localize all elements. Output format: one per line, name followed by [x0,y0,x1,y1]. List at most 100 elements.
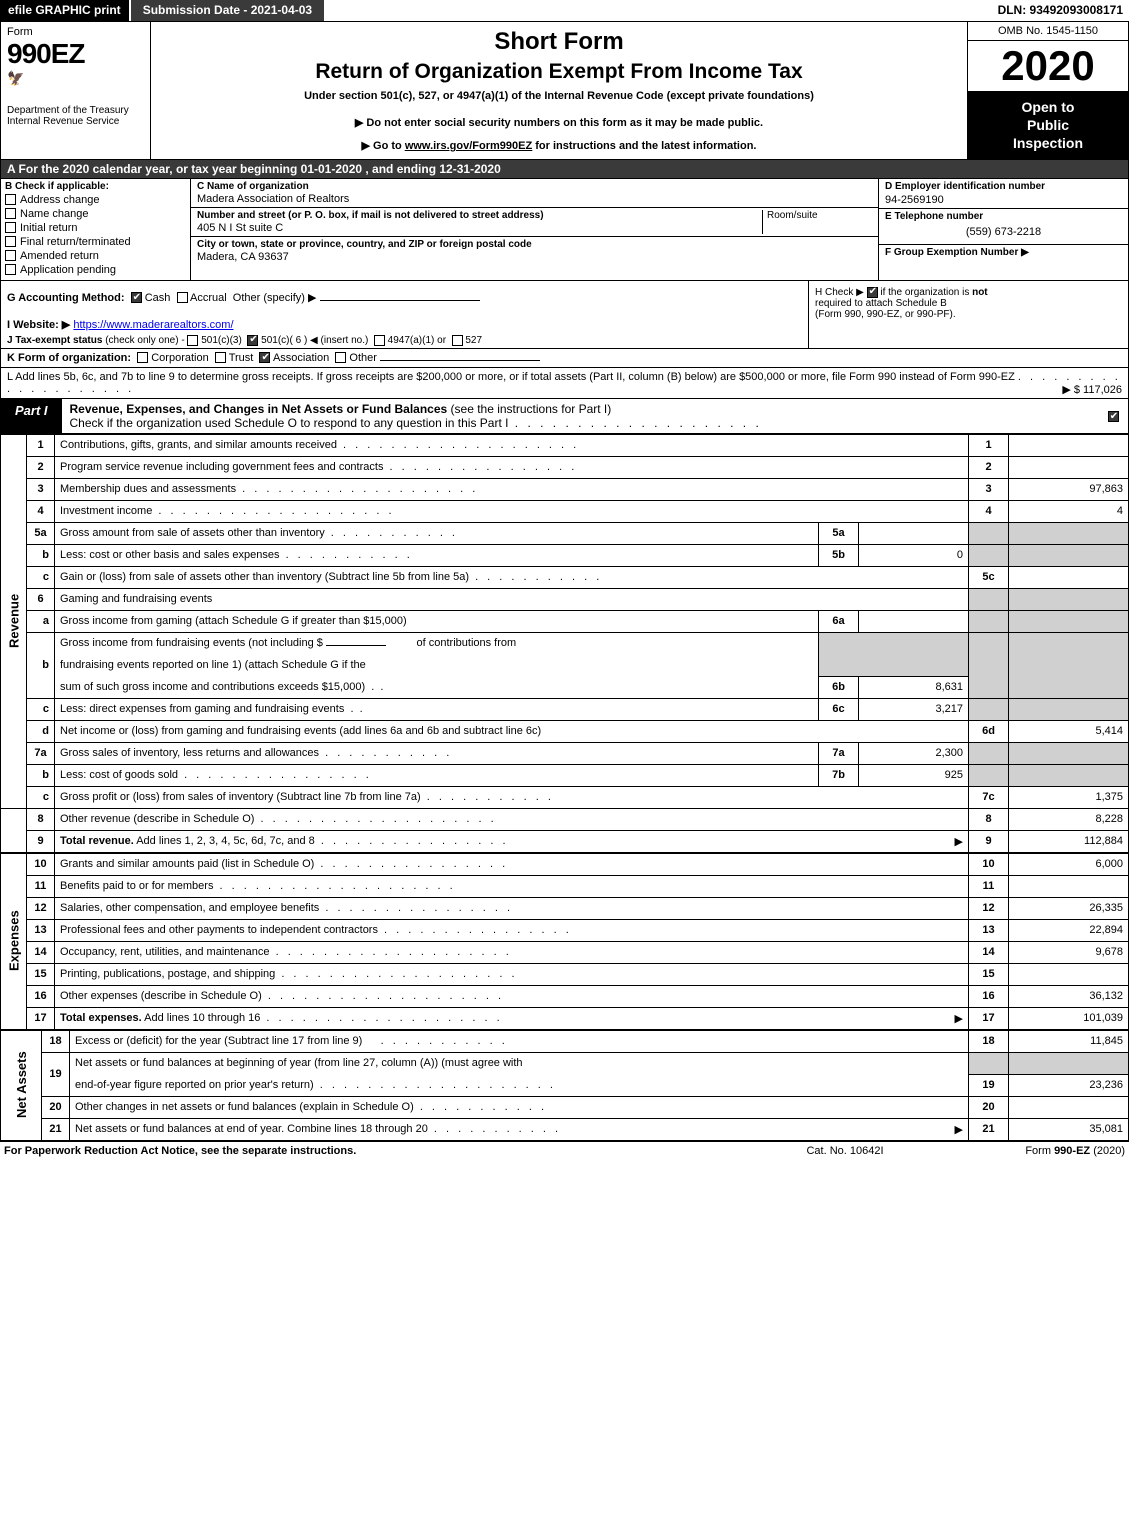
l18-col: 18 [969,1030,1009,1052]
omb-number: OMB No. 1545-1150 [968,22,1128,41]
j-501c: 501(c)( 6 ) ◀ (insert no.) [261,335,368,346]
header-mid: Short Form Return of Organization Exempt… [151,22,968,159]
l14-amt: 9,678 [1009,941,1129,963]
open-public-badge: Open to Public Inspection [968,92,1128,159]
chk-527[interactable] [452,335,463,346]
irs-link[interactable]: www.irs.gov/Form990EZ [405,140,532,152]
l5b-desc: Less: cost or other basis and sales expe… [55,544,819,566]
l7c-col: 7c [969,786,1009,808]
org-name-label: C Name of organization [197,181,872,192]
goto-post: for instructions and the latest informat… [532,140,756,152]
l10-desc: Grants and similar amounts paid (list in… [55,853,969,875]
l6b-amt-shade [1009,632,1129,698]
l6-amt-shade [1009,588,1129,610]
line-11: 11 Benefits paid to or for members 11 [1,875,1129,897]
chk-final-return-label: Final return/terminated [20,236,131,248]
l6b-box: 6b [819,676,859,698]
l6-desc: Gaming and fundraising events [55,588,969,610]
line-10: Expenses 10 Grants and similar amounts p… [1,853,1129,875]
chk-other-org[interactable] [335,352,346,363]
chk-address-change-label: Address change [20,194,100,206]
form-number: 990EZ [7,38,144,70]
boxes-def: D Employer identification number 94-2569… [878,179,1128,280]
l21-amt: 35,081 [1009,1118,1129,1140]
i-label: I Website: ▶ [7,319,70,331]
line-6d: d Net income or (loss) from gaming and f… [1,720,1129,742]
line-18: Net Assets 18 Excess or (deficit) for th… [1,1030,1129,1052]
l6a-boxamt [859,610,969,632]
box-b: B Check if applicable: Address change Na… [1,179,191,280]
line-3: 3 Membership dues and assessments 3 97,8… [1,478,1129,500]
l11-amt [1009,875,1129,897]
ein-value: 94-2569190 [885,192,1122,206]
l13-num: 13 [27,919,55,941]
chk-accrual[interactable] [177,292,188,303]
chk-initial-return[interactable]: Initial return [5,222,186,234]
l11-num: 11 [27,875,55,897]
chk-final-return[interactable]: Final return/terminated [5,236,186,248]
l6d-amt: 5,414 [1009,720,1129,742]
chk-amended-return[interactable]: Amended return [5,250,186,262]
box-c: C Name of organization Madera Associatio… [191,179,878,280]
chk-h[interactable] [867,287,878,298]
efile-print-label[interactable]: efile GRAPHIC print [0,0,129,21]
goto-pre: ▶ Go to [362,140,405,152]
org-addr: 405 N I St suite C [197,222,762,234]
l9-desc: Total revenue. Add lines 1, 2, 3, 4, 5c,… [55,830,969,852]
row-l: L Add lines 5b, 6c, and 7b to line 9 to … [0,368,1129,399]
netassets-side-label: Net Assets [1,1030,42,1140]
line-7c: c Gross profit or (loss) from sales of i… [1,786,1129,808]
chk-501c[interactable] [247,335,258,346]
l18-desc: Excess or (deficit) for the year (Subtra… [70,1030,969,1052]
line-21: 21 Net assets or fund balances at end of… [1,1118,1129,1140]
l14-col: 14 [969,941,1009,963]
l20-amt [1009,1096,1129,1118]
l6d-desc: Net income or (loss) from gaming and fun… [55,720,969,742]
l11-col: 11 [969,875,1009,897]
l5c-desc: Gain or (loss) from sale of assets other… [55,566,969,588]
chk-assoc[interactable] [259,352,270,363]
l11-desc: Benefits paid to or for members [55,875,969,897]
footer-paperwork: For Paperwork Reduction Act Notice, see … [4,1145,745,1157]
chk-501c3[interactable] [187,335,198,346]
l3-desc: Membership dues and assessments [55,478,969,500]
entity-block: B Check if applicable: Address change Na… [0,179,1129,281]
l7b-desc: Less: cost of goods sold [55,764,819,786]
chk-cash[interactable] [131,292,142,303]
l5b-col-shade [969,544,1009,566]
line-19-1: 19 Net assets or fund balances at beginn… [1,1052,1129,1074]
h-text1: H Check ▶ [815,287,867,298]
chk-application-pending[interactable]: Application pending [5,264,186,276]
chk-address-change[interactable]: Address change [5,194,186,206]
h-text2: if the organization is [880,287,972,298]
part1-end-checkbox[interactable] [1098,399,1128,433]
j-4947: 4947(a)(1) or [388,335,446,346]
org-addr-row: Number and street (or P. O. box, if mail… [191,208,878,237]
j-501c3: 501(c)(3) [201,335,242,346]
ssn-warning: ▶ Do not enter social security numbers o… [157,116,961,129]
chk-name-change[interactable]: Name change [5,208,186,220]
l5a-boxamt [859,522,969,544]
line-1: Revenue 1 Contributions, gifts, grants, … [1,434,1129,456]
l5a-box: 5a [819,522,859,544]
line-9: 9 Total revenue. Add lines 1, 2, 3, 4, 5… [1,830,1129,852]
h-text3: required to attach Schedule B [815,298,947,309]
l7b-box: 7b [819,764,859,786]
l15-amt [1009,963,1129,985]
l12-amt: 26,335 [1009,897,1129,919]
l6-col-shade [969,588,1009,610]
website-link[interactable]: https://www.maderarealtors.com/ [73,319,233,331]
form-label: Form [7,26,144,38]
l6b-num: b [27,632,55,698]
chk-4947[interactable] [374,335,385,346]
l5a-amt-shade [1009,522,1129,544]
line-6a: a Gross income from gaming (attach Sched… [1,610,1129,632]
chk-corp[interactable] [137,352,148,363]
chk-trust[interactable] [215,352,226,363]
l21-num: 21 [42,1118,70,1140]
short-form-title: Short Form [157,28,961,56]
l1-desc: Contributions, gifts, grants, and simila… [55,434,969,456]
l6d-num: d [27,720,55,742]
l5a-desc: Gross amount from sale of assets other t… [55,522,819,544]
line-4: 4 Investment income 4 4 [1,500,1129,522]
